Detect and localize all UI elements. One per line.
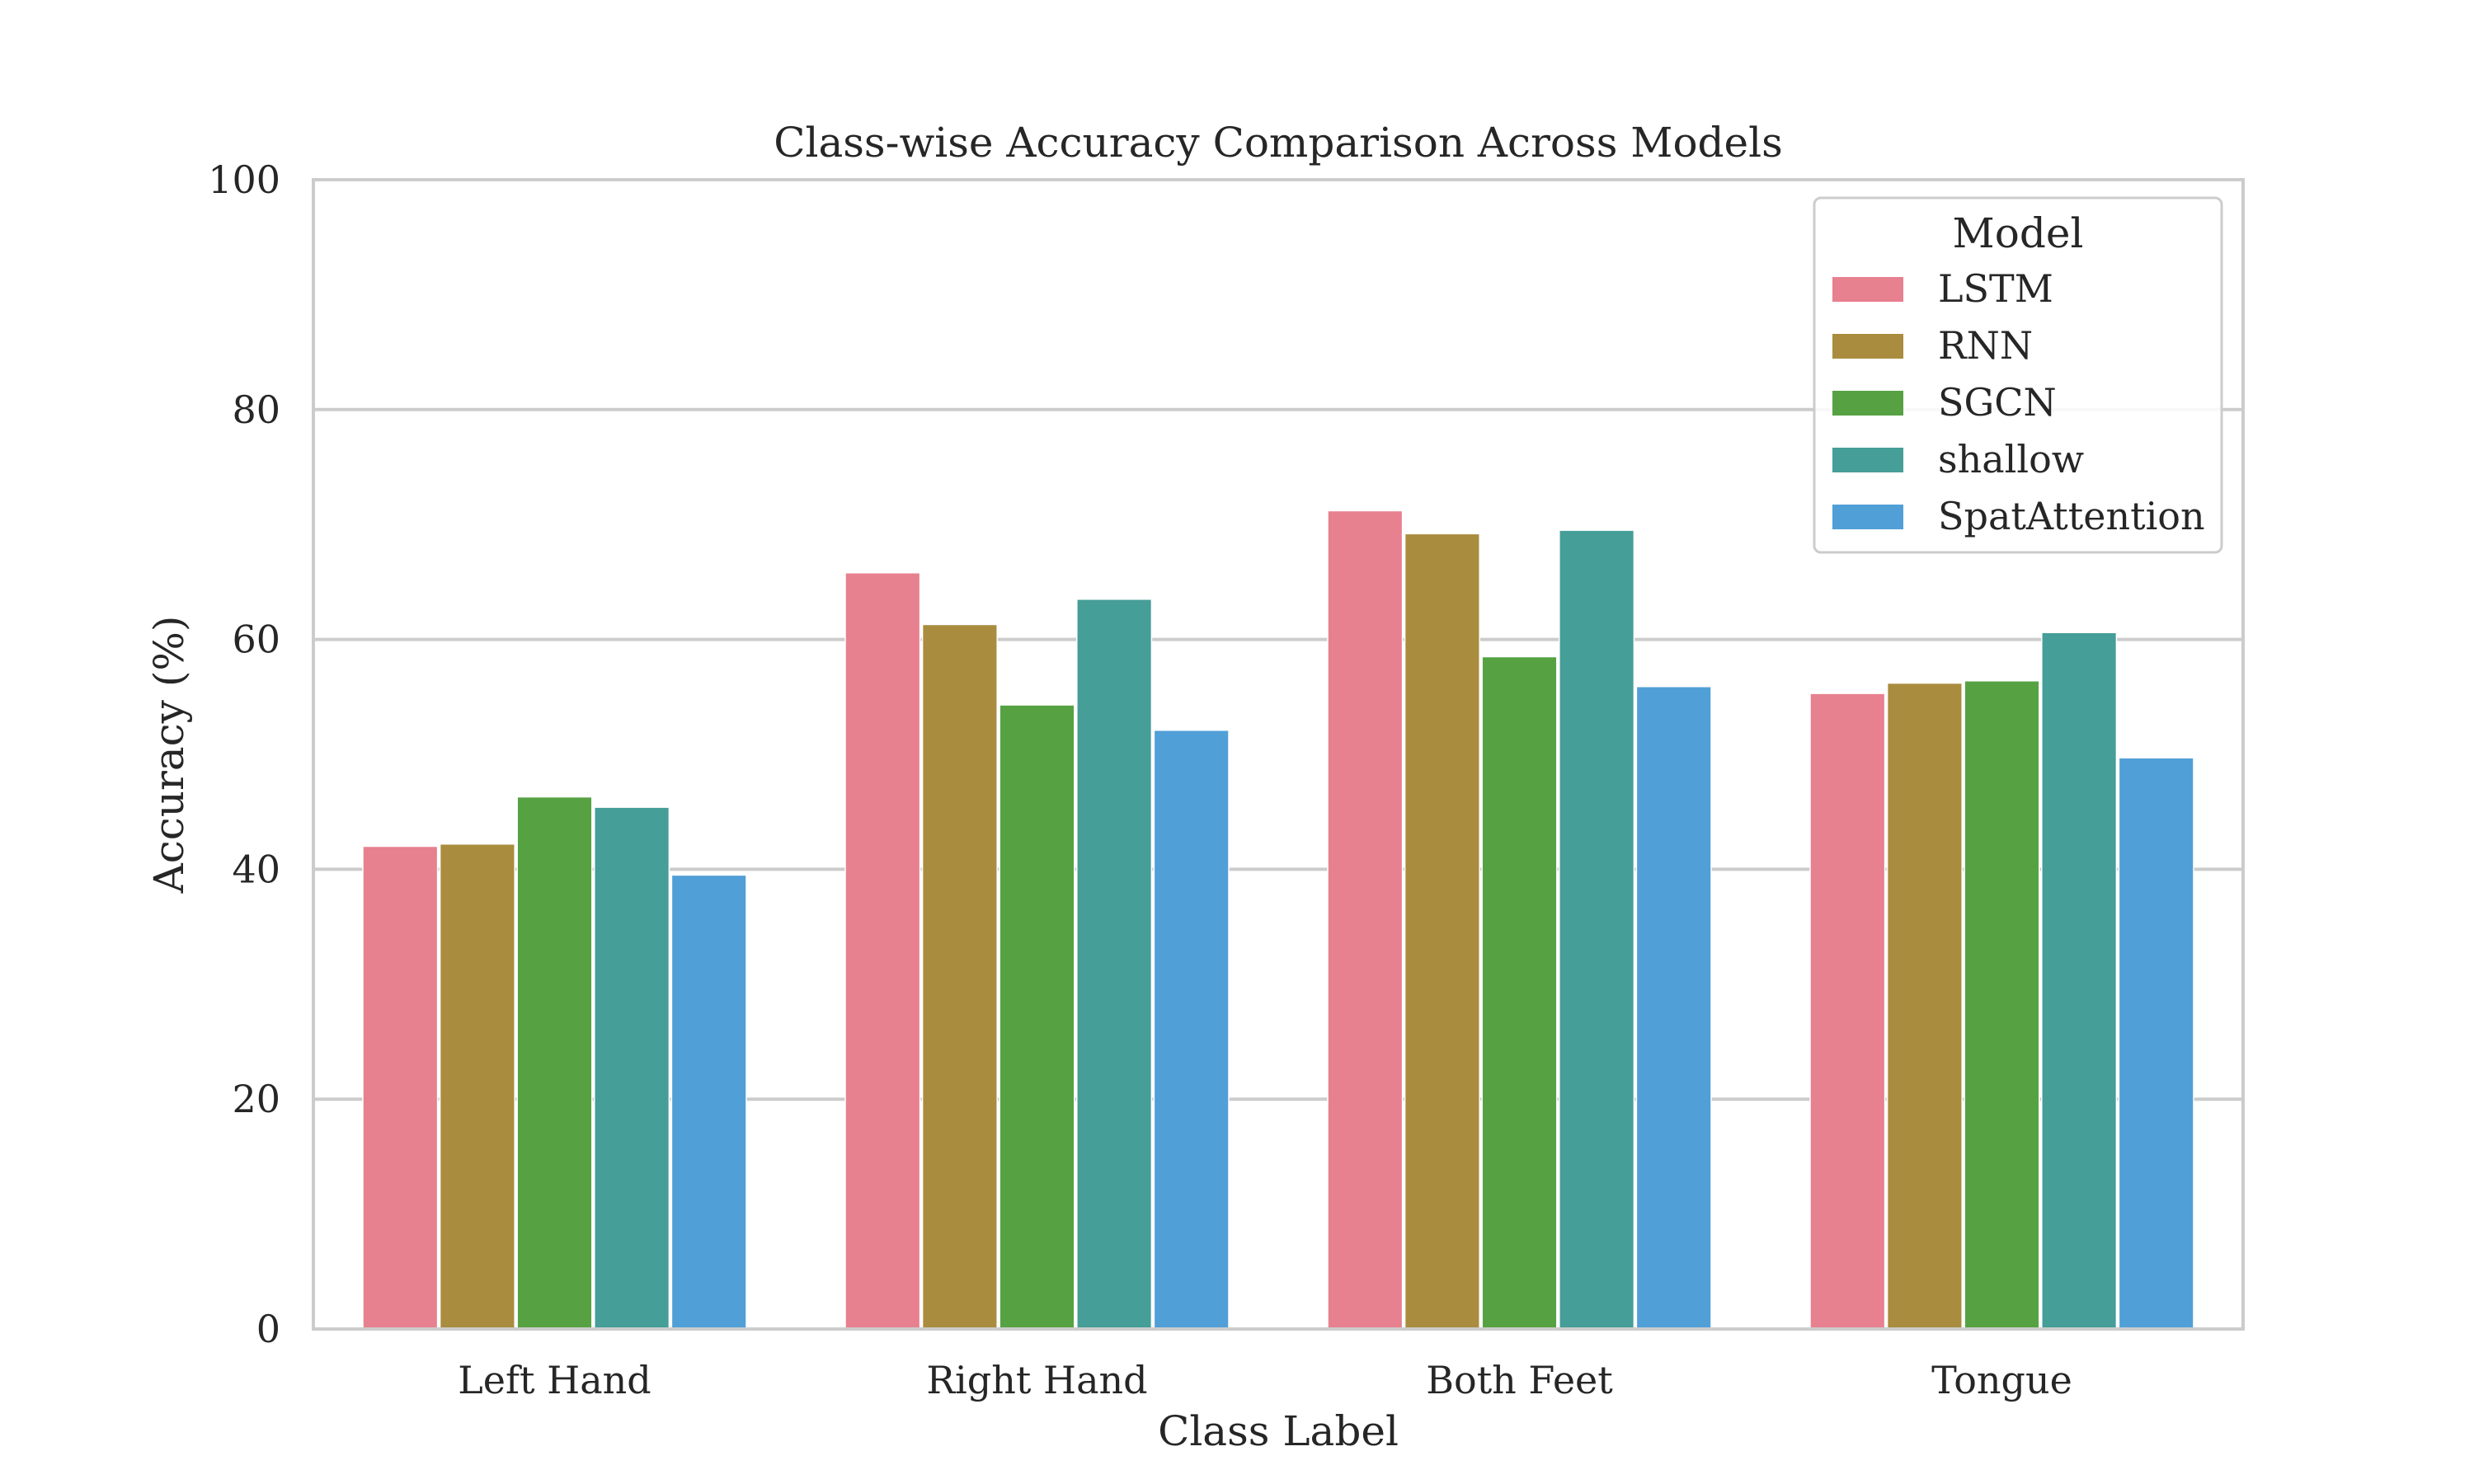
x-tick-label: Both Feet bbox=[1426, 1358, 1613, 1402]
legend-swatch bbox=[1832, 391, 1903, 416]
bars bbox=[362, 510, 2194, 1330]
y-tick-label: 100 bbox=[208, 157, 280, 202]
x-axis-label: Class Label bbox=[1158, 1407, 1399, 1455]
x-tick-label: Right Hand bbox=[926, 1358, 1147, 1402]
y-tick-label: 0 bbox=[256, 1307, 280, 1351]
y-tick-labels: 0 20 40 60 80 100 bbox=[208, 157, 280, 1351]
y-tick-label: 40 bbox=[232, 847, 280, 891]
bar-rnn-tongue bbox=[1886, 682, 1963, 1330]
legend-entry: SGCN bbox=[1938, 380, 2057, 425]
bar-lstm-both-feet bbox=[1327, 510, 1404, 1330]
y-tick-label: 80 bbox=[232, 387, 280, 432]
y-tick-label: 60 bbox=[232, 618, 280, 662]
bar-lstm-left-hand bbox=[362, 845, 439, 1330]
chart-title: Class-wise Accuracy Comparison Across Mo… bbox=[774, 119, 1783, 167]
bar-shallow-right-hand bbox=[1076, 599, 1153, 1330]
bar-sgcn-both-feet bbox=[1481, 655, 1558, 1330]
bar-sgcn-left-hand bbox=[516, 796, 593, 1330]
legend-swatch bbox=[1832, 277, 1903, 302]
bar-shallow-tongue bbox=[2041, 632, 2118, 1330]
legend-swatch bbox=[1832, 448, 1903, 472]
x-tick-labels: Left Hand Right Hand Both Feet Tongue bbox=[458, 1358, 2072, 1402]
bar-lstm-tongue bbox=[1809, 693, 1886, 1330]
bar-rnn-right-hand bbox=[921, 623, 998, 1330]
x-tick-label: Tongue bbox=[1931, 1358, 2072, 1402]
bar-spatattention-tongue bbox=[2118, 757, 2194, 1330]
y-tick-label: 20 bbox=[232, 1077, 280, 1121]
plot-frame bbox=[312, 178, 2245, 1331]
bar-spatattention-right-hand bbox=[1153, 729, 1230, 1330]
bar-spatattention-left-hand bbox=[670, 874, 747, 1330]
legend-entry: LSTM bbox=[1938, 266, 2053, 311]
bar-sgcn-right-hand bbox=[999, 704, 1075, 1330]
bar-sgcn-tongue bbox=[1964, 680, 2040, 1330]
bar-spatattention-both-feet bbox=[1635, 686, 1712, 1330]
legend-frame bbox=[1813, 196, 2223, 554]
bar-shallow-both-feet bbox=[1559, 529, 1635, 1330]
legend-entry: SpatAttention bbox=[1938, 494, 2205, 538]
legend-entry: shallow bbox=[1938, 437, 2084, 481]
bar-lstm-right-hand bbox=[844, 571, 921, 1330]
legend-swatch bbox=[1832, 334, 1903, 359]
bar-shallow-left-hand bbox=[594, 806, 670, 1330]
legend: Model LSTM RNN SGCN shallow SpatAttention bbox=[1813, 196, 2223, 554]
legend-title: Model bbox=[1953, 209, 2084, 257]
bar-rnn-left-hand bbox=[439, 843, 515, 1330]
legend-entry: RNN bbox=[1938, 323, 2033, 368]
bar-rnn-both-feet bbox=[1404, 533, 1480, 1330]
y-axis-label: Accuracy (%) bbox=[145, 616, 193, 895]
x-tick-label: Left Hand bbox=[458, 1358, 651, 1402]
legend-swatch bbox=[1832, 505, 1903, 529]
